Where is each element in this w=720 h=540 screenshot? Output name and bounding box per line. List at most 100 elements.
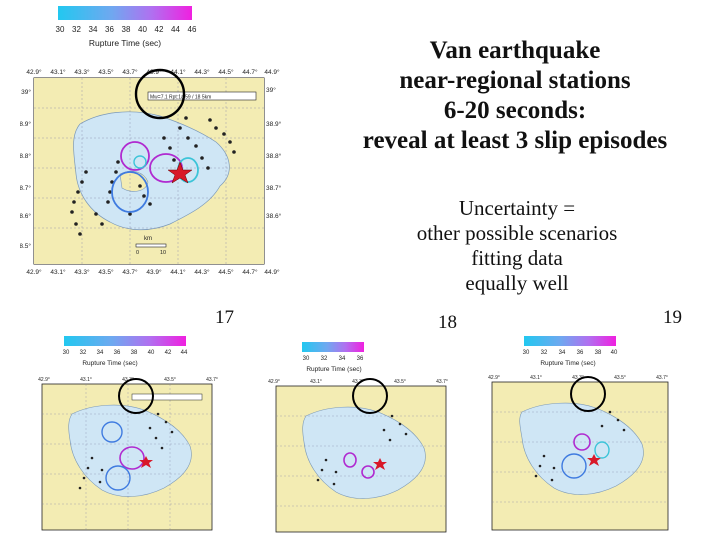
- land-area: [34, 78, 264, 264]
- lon-tick: 43.5°: [98, 268, 114, 276]
- panel-number-18: 18: [438, 312, 457, 333]
- colorbar-tick: 36: [105, 25, 114, 34]
- note-line-4: equally well: [465, 271, 569, 295]
- lon-tick: 43.3°: [352, 379, 364, 385]
- colorbar-18: 30 32 34 36 Rupture Time (sec): [302, 342, 364, 373]
- lon-tick: 44.1°: [170, 268, 186, 276]
- colorbar-tick: 46: [188, 25, 197, 34]
- colorbar-tick: 34: [97, 350, 104, 356]
- lat-tick-right: 38.9°: [266, 120, 282, 128]
- map-18: 42.9° 43.1° 43.3° 43.5° 43.7°: [268, 378, 448, 533]
- lat-tick: 38.9°: [20, 120, 31, 128]
- episode-circle-cyan: [133, 155, 147, 169]
- note-line-3: fitting data: [471, 246, 563, 270]
- episode-circle-magenta: [120, 141, 150, 171]
- lat-tick: 38.7°: [20, 184, 31, 192]
- colorbar-tick: 32: [321, 356, 328, 362]
- colorbar-tick: 42: [165, 350, 172, 356]
- colorbar-tick: 30: [56, 25, 65, 34]
- note-line-1: Uncertainty =: [458, 196, 576, 220]
- lon-tick: 43.7°: [206, 377, 218, 383]
- lon-tick: 43.7°: [656, 375, 668, 381]
- lon-tick: 43.1°: [50, 68, 66, 76]
- lon-tick: 44.1°: [170, 68, 186, 76]
- lat-tick: 38.8°: [20, 152, 31, 160]
- panel-number-19: 19: [663, 307, 682, 328]
- lat-tick-right: 38.7°: [266, 184, 282, 192]
- map-17: 42.9° 43.1° 43.3° 43.5° 43.7°: [38, 377, 218, 531]
- title-line-2: near-regional stations: [399, 67, 631, 94]
- lon-tick: 44.3°: [194, 68, 210, 76]
- colorbar-tick: 44: [171, 25, 180, 34]
- lon-tick: 42.9°: [488, 375, 500, 381]
- lon-tick: 43.5°: [394, 379, 406, 385]
- lon-tick: 43.7°: [122, 68, 138, 76]
- colorbar-tick: 32: [541, 350, 548, 356]
- colorbar-tick: 38: [131, 350, 138, 356]
- lon-tick: 43.1°: [310, 379, 322, 385]
- colorbar-tick: 30: [63, 350, 70, 356]
- colorbar-tick: 34: [339, 356, 346, 362]
- lat-tick-right: 38.8°: [266, 152, 282, 160]
- colorbar-tick: 30: [303, 356, 310, 362]
- note-line-2: other possible scenarios: [416, 221, 618, 245]
- panel-number-17: 17: [215, 307, 234, 328]
- scale-tick: 10: [160, 250, 166, 256]
- colorbar-label: Rupture Time (sec): [306, 366, 361, 373]
- lon-tick: 43.7°: [122, 268, 138, 276]
- colorbar-tick: 36: [357, 356, 364, 362]
- stations: [70, 116, 236, 236]
- colorbar-tick: 42: [155, 25, 164, 34]
- lon-tick: 42.9°: [26, 68, 42, 76]
- colorbar-gradient: [58, 6, 192, 20]
- main-colorbar: 30 32 34 36 38 40 42 44 46 Rupture Time …: [56, 6, 197, 48]
- reference-circle: [134, 68, 186, 120]
- lat-tick: 38.6°: [20, 212, 31, 220]
- colorbar-tick: 38: [122, 25, 131, 34]
- info-box: [147, 91, 257, 101]
- lon-tick: 44.7°: [242, 268, 258, 276]
- colorbar-tick: 40: [611, 350, 618, 356]
- lon-tick: 43.5°: [614, 375, 626, 381]
- title-line-1: Van earthquake: [429, 37, 601, 64]
- lon-tick: 43.5°: [164, 377, 176, 383]
- colorbar-tick: 44: [181, 350, 188, 356]
- lat-tick-right: 39°: [266, 86, 276, 94]
- lon-tick: 43.3°: [572, 375, 584, 381]
- lake-van: [73, 111, 230, 231]
- scale-tick: 0: [136, 250, 139, 256]
- colorbar-tick: 32: [80, 350, 87, 356]
- scale-bar: [135, 243, 167, 248]
- lon-tick: 42.9°: [268, 379, 280, 385]
- lon-tick: 43.5°: [98, 68, 114, 76]
- slide-title: Van earthquake near-regional stations 6-…: [330, 36, 700, 156]
- epicenter-star-icon: [167, 161, 193, 184]
- lon-tick: 43.1°: [530, 375, 542, 381]
- lon-tick: 43.1°: [50, 268, 66, 276]
- colorbar-17: 30 32 34 36 38 40 42 44 Rupture Time (se…: [63, 336, 188, 367]
- lon-tick: 43.3°: [74, 268, 90, 276]
- lon-tick: 43.9°: [146, 68, 162, 76]
- scale-label: km: [144, 236, 152, 242]
- lon-tick: 44.9°: [264, 68, 280, 76]
- main-map: 42.9° 43.1° 43.3° 43.5° 43.7° 43.9° 44.1…: [20, 68, 282, 276]
- lat-tick: 38.5°: [20, 242, 31, 250]
- colorbar-tick: 36: [114, 350, 121, 356]
- info-box-text: Mw=7.1 Rpt:1a 59 / 18 5km: [150, 95, 211, 101]
- colorbar-label: Rupture Time (sec): [82, 360, 137, 367]
- lon-tick: 44.3°: [194, 268, 210, 276]
- lon-tick: 43.3°: [74, 68, 90, 76]
- colorbar-tick: 40: [138, 25, 147, 34]
- colorbar-tick: 38: [595, 350, 602, 356]
- colorbar-label: Rupture Time (sec): [89, 38, 161, 48]
- colorbar-label: Rupture Time (sec): [540, 360, 595, 367]
- colorbar-tick: 34: [89, 25, 98, 34]
- lon-tick: 44.9°: [264, 268, 280, 276]
- map-19: 42.9° 43.1° 43.3° 43.5° 43.7°: [488, 375, 669, 531]
- colorbar-tick: 30: [523, 350, 530, 356]
- colorbar-tick: 32: [72, 25, 81, 34]
- title-line-3: 6-20 seconds:: [443, 97, 587, 124]
- episode-circle-blue: [111, 171, 149, 213]
- lon-tick: 42.9°: [38, 377, 50, 383]
- uncertainty-note: Uncertainty = other possible scenarios f…: [392, 196, 642, 296]
